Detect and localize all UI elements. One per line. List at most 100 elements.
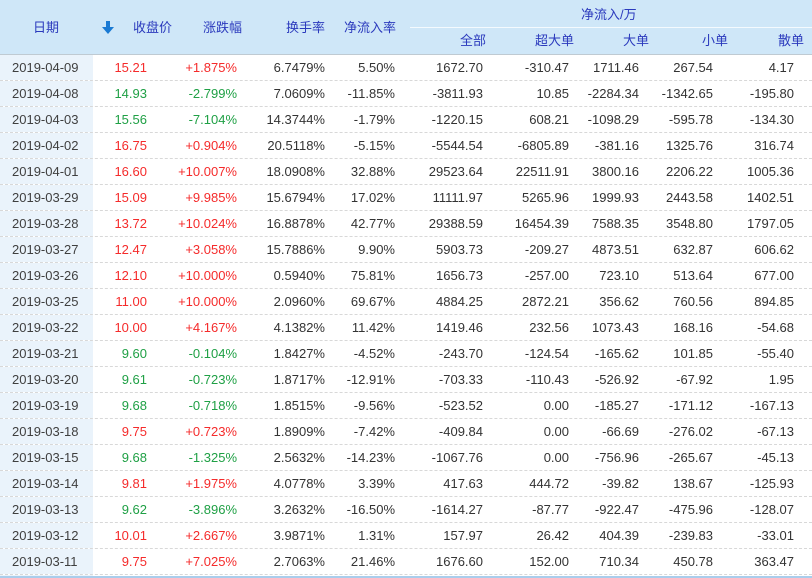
table-row: 2019-03-18 9.75 +0.723% 1.8909% -7.42% -… [0,419,812,445]
retail-cell: 1797.05 [747,216,794,231]
all-cell: -3811.93 [432,86,483,101]
net-rate-cell: 75.81% [350,268,395,283]
table-row: 2019-03-26 12.10 +10.000% 0.5940% 75.81%… [0,263,812,289]
close-cell: 9.68 [121,450,147,465]
net-rate-cell: 17.02% [350,190,395,205]
column-header-close[interactable]: 收盘价 [133,20,173,35]
table-row: 2019-03-28 13.72 +10.024% 16.8878% 42.77… [0,211,812,237]
large-cell: -39.82 [602,476,639,491]
change-cell: +0.904% [185,138,237,153]
retail-cell: -55.40 [757,346,794,361]
column-header-retail[interactable]: 散单 [777,33,804,48]
super-large-cell: 608.21 [529,112,569,127]
close-cell: 16.60 [114,164,147,179]
date-column-tint [0,575,93,576]
small-cell: 2206.22 [666,164,713,179]
table-row: 2019-03-25 11.00 +10.000% 2.0960% 69.67%… [0,289,812,315]
large-cell: 4873.51 [592,242,639,257]
retail-cell: 1005.36 [747,164,794,179]
large-cell: 7588.35 [592,216,639,231]
super-large-cell: -87.77 [532,502,569,517]
close-cell: 10.00 [114,320,147,335]
turnover-cell: 1.8515% [273,398,325,413]
turnover-cell: 2.7063% [273,554,325,569]
retail-cell: 1402.51 [747,190,794,205]
super-large-cell: 444.72 [529,476,569,491]
close-cell: 9.61 [121,372,147,387]
change-cell: +4.167% [185,320,237,335]
turnover-cell: 7.0609% [273,86,325,101]
large-cell: -1098.29 [587,112,639,127]
large-cell: -381.16 [594,138,639,153]
change-cell: +1.975% [185,476,237,491]
change-cell: -0.718% [188,398,237,413]
small-cell: 168.16 [673,320,713,335]
close-cell: 14.93 [114,86,147,101]
all-cell: 157.97 [443,528,483,543]
small-cell: -239.83 [668,528,713,543]
all-cell: 5903.73 [436,242,483,257]
column-header-all[interactable]: 全部 [459,33,486,48]
small-cell: -67.92 [676,372,713,387]
large-cell: 723.10 [599,268,639,283]
turnover-cell: 20.5118% [267,138,325,153]
table-row: 2019-04-02 16.75 +0.904% 20.5118% -5.15%… [0,133,812,159]
change-cell: +10.024% [178,216,237,231]
change-cell: +2.667% [185,528,237,543]
all-cell: -243.70 [438,346,483,361]
close-cell: 9.75 [121,554,147,569]
super-large-cell: 5265.96 [522,190,569,205]
column-header-turnover[interactable]: 换手率 [286,20,326,35]
sort-desc-icon[interactable] [102,21,114,34]
turnover-cell: 2.5632% [273,450,325,465]
all-cell: -1614.27 [431,502,483,517]
table-row: 2019-03-27 12.47 +3.058% 15.7886% 9.90% … [0,237,812,263]
small-cell: 632.87 [673,242,713,257]
all-cell: -1067.76 [431,450,483,465]
change-cell: +7.025% [185,554,237,569]
all-cell: 4884.25 [436,294,483,309]
column-header-super-large[interactable]: 超大单 [534,33,574,48]
retail-cell: -125.93 [749,476,794,491]
table-row: 2019-03-21 9.60 -0.104% 1.8427% -4.52% -… [0,341,812,367]
large-cell: 356.62 [599,294,639,309]
table-row: 2019-03-20 9.61 -0.723% 1.8717% -12.91% … [0,367,812,393]
super-large-cell: 26.42 [536,528,569,543]
date-cell: 2019-03-25 [0,289,93,314]
super-large-cell: 152.00 [529,554,569,569]
retail-cell: -33.01 [757,528,794,543]
table-header: 日期 收盘价 涨跌幅 换手率 净流入率 净流入/万 全部 超大单 大单 小单 散… [0,0,812,55]
table-row: 2019-03-15 9.68 -1.325% 2.5632% -14.23% … [0,445,812,471]
close-cell: 9.81 [121,476,147,491]
close-cell: 9.68 [121,398,147,413]
change-cell: +9.985% [185,190,237,205]
column-header-small[interactable]: 小单 [701,33,728,48]
date-cell: 2019-03-28 [0,211,93,236]
super-large-cell: -124.54 [524,346,569,361]
change-cell: -3.896% [188,502,237,517]
date-cell: 2019-03-15 [0,445,93,470]
column-header-large[interactable]: 大单 [622,33,649,48]
all-cell: 417.63 [443,476,483,491]
column-group-net-inflow: 净流入/万 [581,7,637,22]
retail-cell: -167.13 [749,398,794,413]
turnover-cell: 1.8427% [273,346,325,361]
date-cell: 2019-03-13 [0,497,93,522]
column-header-date[interactable]: 日期 [33,20,60,35]
all-cell: 1419.46 [436,320,483,335]
small-cell: -475.96 [668,502,713,517]
retail-cell: -134.30 [749,112,794,127]
table-row: 2019-03-19 9.68 -0.718% 1.8515% -9.56% -… [0,393,812,419]
table-row: 2019-03-11 9.75 +7.025% 2.7063% 21.46% 1… [0,549,812,575]
small-cell: 513.64 [673,268,713,283]
net-rate-cell: 42.77% [350,216,395,231]
change-cell: +3.058% [185,242,237,257]
super-large-cell: 22511.91 [515,164,569,179]
column-header-change[interactable]: 涨跌幅 [203,20,243,35]
super-large-cell: -257.00 [524,268,569,283]
small-cell: -1342.65 [661,86,713,101]
column-header-net-inflow-rate[interactable]: 净流入率 [344,20,397,35]
net-rate-cell: -1.79% [353,112,395,127]
retail-cell: 1.95 [768,372,794,387]
